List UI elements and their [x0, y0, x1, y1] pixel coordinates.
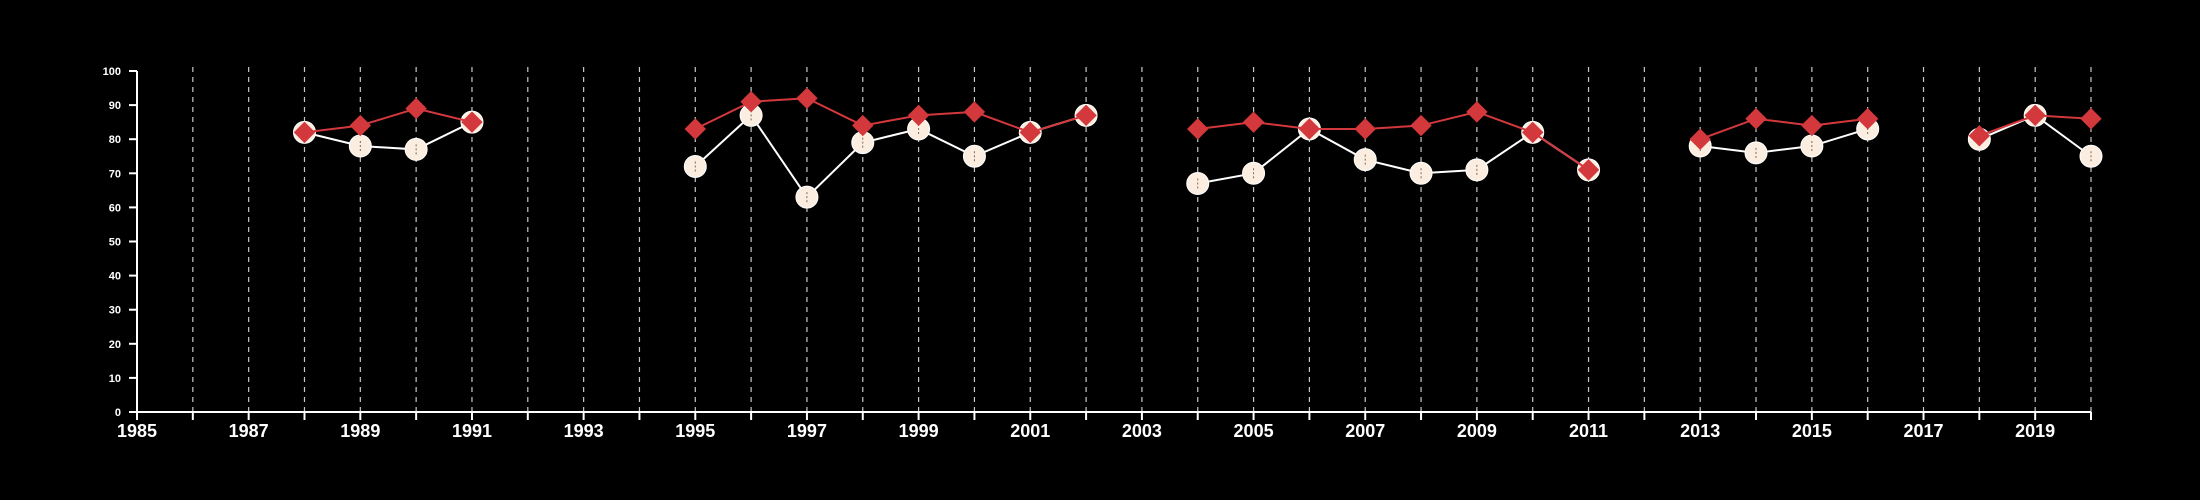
x-tick-label-2001: 2001: [1010, 421, 1050, 441]
y-tick-label-20: 20: [109, 339, 121, 351]
series-2-diamond: [293, 87, 2102, 181]
diamond-point-1998: [852, 114, 874, 137]
x-tick-label-1995: 1995: [675, 421, 715, 441]
x-tick-label-1999: 1999: [899, 421, 939, 441]
series-2-line-segment-1: [304, 107, 473, 134]
vertical-grid: [192, 67, 2092, 412]
y-tick-label-0: 0: [115, 407, 121, 419]
series-1-line-segment-4: [1700, 128, 1868, 154]
diamond-point-1999: [907, 104, 930, 127]
diamond-point-2000: [963, 101, 986, 123]
x-tick-label-1985: 1985: [117, 421, 157, 441]
diamond-point-2006: [1298, 118, 1321, 140]
diamond-point-2001: [1019, 121, 1041, 144]
y-tick-label-80: 80: [109, 134, 121, 146]
series-layer: [292, 87, 2103, 209]
diamond-point-1996: [740, 90, 762, 113]
diamond-point-1997: [796, 87, 818, 109]
x-tick-label-2003: 2003: [1122, 421, 1162, 441]
diamond-point-2005: [1242, 111, 1265, 133]
diamond-point-2010: [1522, 121, 1544, 144]
diamond-point-2020: [2080, 108, 2102, 130]
y-tick-label-10: 10: [109, 373, 121, 385]
diamond-point-1995: [684, 118, 706, 140]
y-tick-label-90: 90: [109, 100, 121, 112]
x-tick-label-2007: 2007: [1345, 421, 1385, 441]
diamond-point-1991: [461, 111, 483, 133]
diamond-point-2009: [1466, 101, 1488, 123]
x-tick-label-2017: 2017: [1903, 421, 1943, 441]
diamond-point-2004: [1187, 118, 1209, 140]
x-tick-label-2005: 2005: [1234, 421, 1274, 441]
y-tick-label-40: 40: [109, 271, 121, 283]
x-tick-label-1991: 1991: [452, 421, 492, 441]
diamond-point-2007: [1354, 118, 1376, 140]
x-tick-label-2015: 2015: [1792, 421, 1832, 441]
x-tick-label-1997: 1997: [787, 421, 827, 441]
x-tick-label-1987: 1987: [229, 421, 269, 441]
y-tick-label-70: 70: [109, 168, 121, 180]
y-tick-label-50: 50: [109, 237, 121, 249]
series-1-line-segment-1: [304, 121, 473, 151]
diamond-point-1990: [405, 97, 427, 120]
diamond-point-2015: [1801, 114, 1823, 137]
diamond-point-2002: [1075, 104, 1097, 127]
diamond-point-2018: [1968, 125, 1991, 147]
y-tick-label-30: 30: [109, 305, 121, 317]
x-tick-label-1989: 1989: [340, 421, 380, 441]
axes: 1985 1987 1989 1991 1993 1995 1997 1999 2001 2003…: [103, 66, 2092, 441]
diamond-point-2019: [2024, 104, 2046, 127]
diamond-point-2008: [1410, 114, 1432, 137]
diamond-point-1989: [349, 114, 372, 137]
series-1-circle: [292, 103, 2103, 209]
x-tick-label-2013: 2013: [1680, 421, 1720, 441]
diamond-point-2016: [1856, 108, 1879, 130]
diamond-point-2014: [1745, 108, 1767, 130]
y-tick-label-100: 100: [103, 66, 121, 78]
diamond-point-1988: [293, 121, 316, 144]
x-tick-label-2009: 2009: [1457, 421, 1497, 441]
diamond-point-2013: [1689, 128, 1711, 150]
x-tick-label-1993: 1993: [564, 421, 604, 441]
series-2-line-segment-4: [1699, 117, 1868, 141]
diamond-point-2011: [1577, 159, 1600, 181]
x-tick-label-2011: 2011: [1569, 421, 1608, 441]
x-tick-label-2019: 2019: [2015, 421, 2055, 441]
y-tick-label-60: 60: [109, 202, 121, 214]
